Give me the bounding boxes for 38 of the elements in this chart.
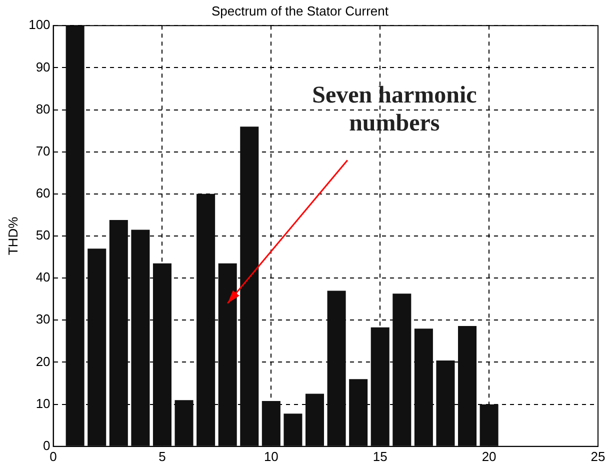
bar xyxy=(66,26,84,446)
bar xyxy=(196,194,216,446)
y-axis-title: THD% xyxy=(5,216,20,256)
bar xyxy=(436,360,455,446)
y-tick-label: 60 xyxy=(36,186,50,200)
y-tick-label: 10 xyxy=(36,396,50,411)
y-tick-label: 100 xyxy=(28,17,50,32)
annotation: Seven harmonic numbers xyxy=(312,82,478,136)
bar xyxy=(88,248,106,446)
bar xyxy=(262,400,280,446)
bar xyxy=(305,394,324,446)
x-tick-label: 15 xyxy=(372,448,388,464)
bar xyxy=(370,327,390,446)
bar xyxy=(152,263,172,446)
y-tick-label: 0 xyxy=(43,438,50,453)
chart-title: Spectrum of the Stator Current xyxy=(211,3,389,18)
bar xyxy=(131,230,150,446)
y-tick-label: 50 xyxy=(36,228,50,243)
bar xyxy=(349,379,368,446)
bar xyxy=(458,326,477,446)
y-tick-label: 70 xyxy=(36,143,50,158)
bar xyxy=(240,126,259,446)
bar xyxy=(109,220,128,446)
y-tick-label: 40 xyxy=(36,270,50,285)
bar xyxy=(284,414,302,446)
y-tick-label: 80 xyxy=(36,101,50,116)
bar xyxy=(327,290,346,446)
x-tick-label: 25 xyxy=(590,448,606,464)
y-tick-label: 30 xyxy=(36,312,50,327)
bar xyxy=(392,294,412,446)
bar xyxy=(480,404,498,446)
bar xyxy=(414,328,433,446)
y-tick-label: 90 xyxy=(36,59,50,74)
bar xyxy=(174,400,194,446)
y-tick-label: 20 xyxy=(36,354,50,369)
x-tick-label: 5 xyxy=(158,448,166,464)
x-tick-label: 10 xyxy=(264,448,278,464)
x-tick-label: 20 xyxy=(482,448,496,464)
